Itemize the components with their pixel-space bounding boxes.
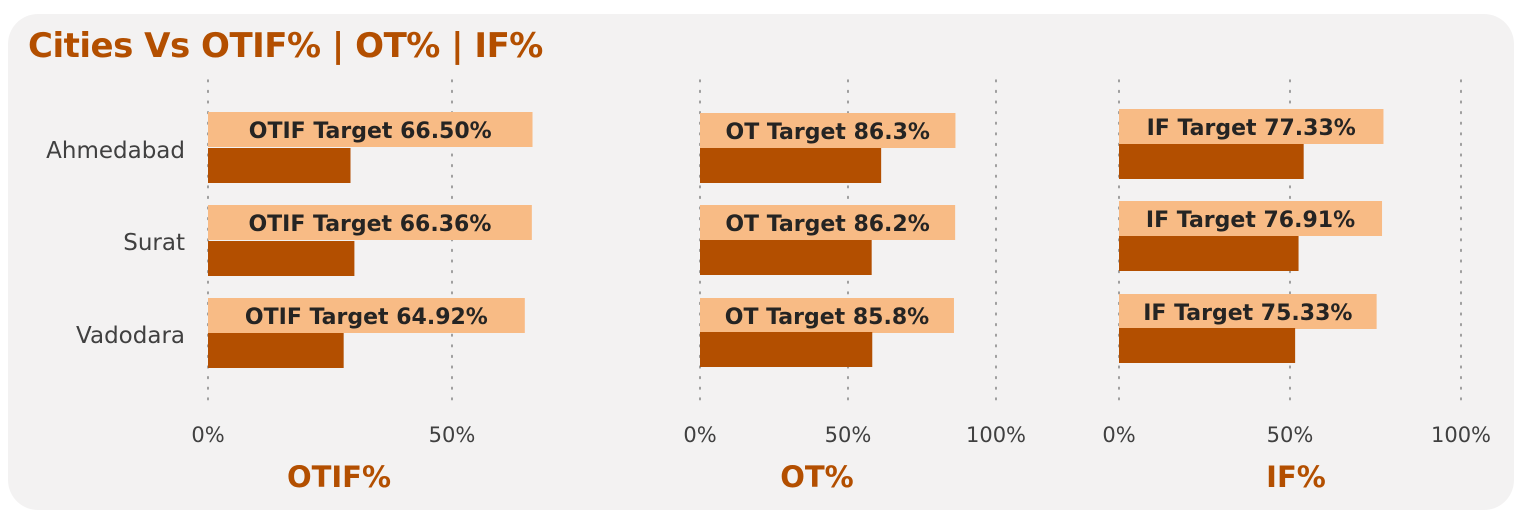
target-data-label: OTIF Target 64.92%: [245, 305, 488, 330]
x-tick-label: 50%: [825, 423, 872, 447]
x-tick-label: 0%: [683, 423, 716, 447]
target-bar: [700, 298, 954, 333]
category-label: Ahmedabad: [46, 138, 185, 164]
x-tick-label: 50%: [429, 423, 476, 447]
target-data-label: IF Target 75.33%: [1143, 301, 1352, 326]
target-bar: [700, 205, 956, 240]
target-data-label: OT Target 86.2%: [725, 212, 929, 237]
panel-title: IF%: [1266, 460, 1326, 494]
target-bar: [208, 112, 533, 147]
value-bar: [208, 148, 351, 183]
value-bar: [1119, 328, 1296, 363]
value-bar: [208, 241, 355, 276]
category-label: Surat: [123, 230, 185, 256]
x-tick-label: 0%: [1102, 423, 1135, 447]
x-tick-label: 100%: [1431, 423, 1491, 447]
target-data-label: IF Target 76.91%: [1146, 208, 1355, 233]
target-bar: [1119, 109, 1384, 144]
value-bar: [700, 332, 873, 367]
panel-title: OTIF%: [287, 460, 391, 494]
panel-title: OT%: [780, 460, 854, 494]
target-data-label: OT Target 85.8%: [725, 305, 929, 330]
page-title: Cities Vs OTIF% | OT% | IF%: [28, 26, 543, 66]
target-bar: [1119, 294, 1377, 329]
x-tick-label: 0%: [191, 423, 224, 447]
target-data-label: OT Target 86.3%: [726, 120, 930, 145]
target-data-label: OTIF Target 66.50%: [249, 119, 492, 144]
target-bar: [1119, 201, 1383, 236]
value-bar: [700, 148, 882, 183]
value-bar: [208, 333, 344, 368]
target-data-label: OTIF Target 66.36%: [248, 212, 491, 237]
x-tick-label: 100%: [966, 423, 1026, 447]
category-label: Vadodara: [76, 323, 185, 349]
target-data-label: IF Target 77.33%: [1147, 116, 1356, 141]
target-bar: [208, 205, 532, 240]
value-bar: [1119, 236, 1299, 271]
x-tick-label: 50%: [1267, 423, 1314, 447]
target-bar: [208, 298, 525, 333]
value-bar: [700, 240, 872, 275]
target-bar: [700, 113, 956, 148]
value-bar: [1119, 144, 1304, 179]
